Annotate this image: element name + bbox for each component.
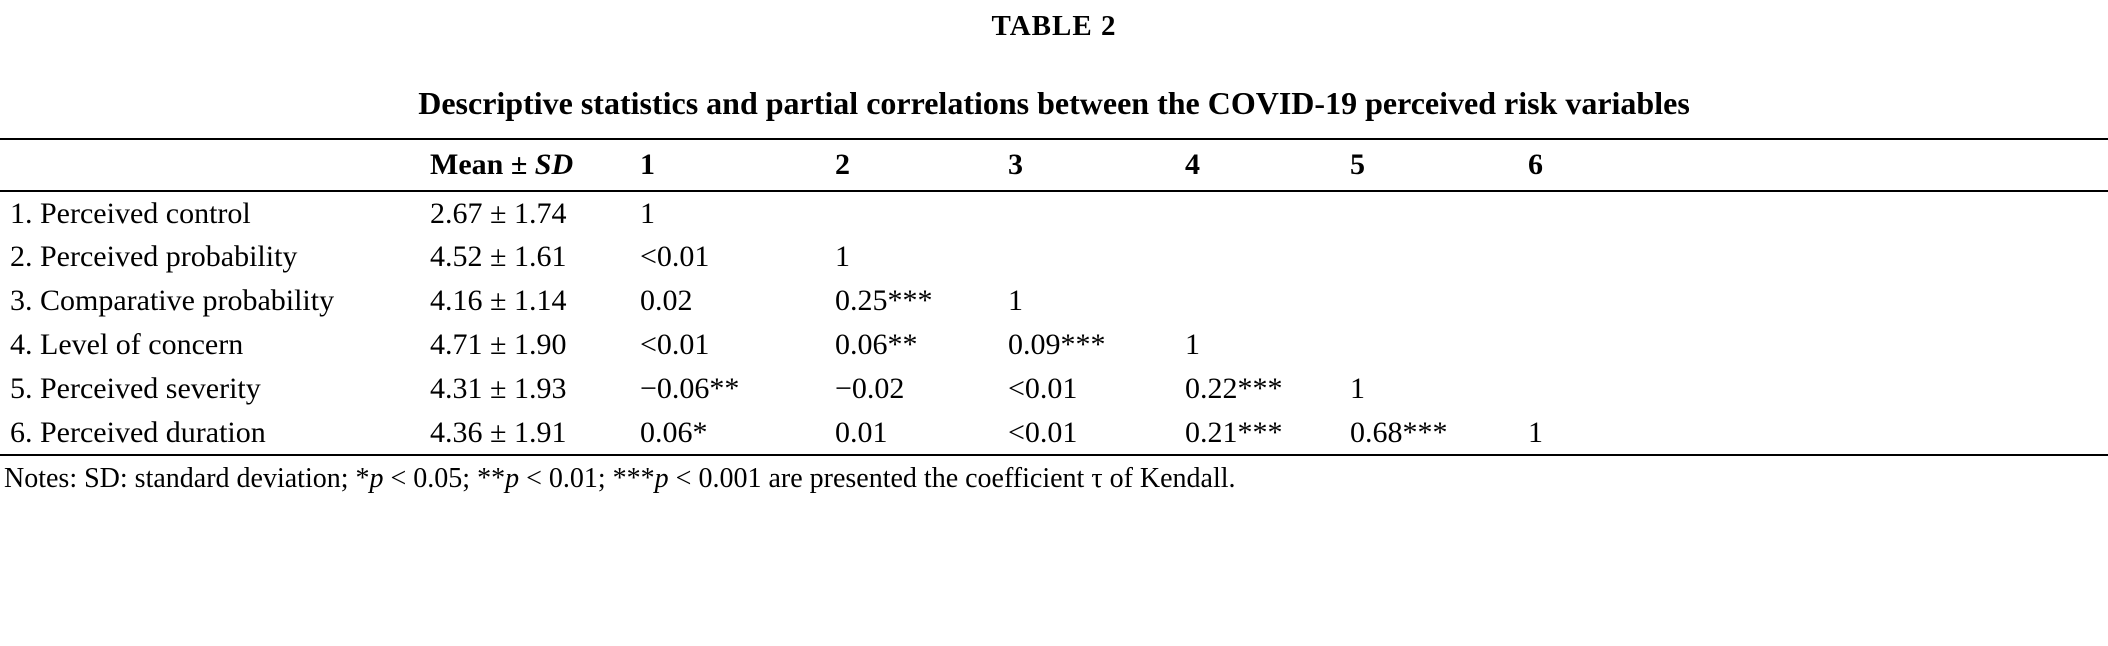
col-header-3: 3 bbox=[1008, 139, 1185, 192]
table-number-label: TABLE 2 bbox=[991, 10, 1117, 42]
col-header-5: 5 bbox=[1350, 139, 1528, 192]
cell-value: <0.01 bbox=[640, 328, 710, 361]
cell-value: −0.06** bbox=[640, 372, 740, 405]
cell-value: 0.21*** bbox=[1185, 415, 1283, 449]
notes-text: Notes: SD: standard deviation; * bbox=[4, 463, 370, 494]
cell-value: 0.06* bbox=[640, 415, 708, 449]
row-label: 6. Perceived duration bbox=[10, 415, 266, 449]
col-header-mean-sd: Mean ± SD bbox=[430, 139, 640, 192]
col-header-2: 2 bbox=[835, 139, 1008, 192]
correlations-table: Mean ± SD 1 2 3 4 5 6 1. Perceived contr… bbox=[0, 138, 2108, 456]
cell-mean-sd: 4.36 ± 1.91 bbox=[430, 415, 567, 449]
table-notes: Notes: SD: standard deviation; *p < 0.05… bbox=[0, 463, 2108, 495]
cell-value bbox=[1350, 323, 1528, 367]
row-label: 4. Level of concern bbox=[10, 328, 244, 361]
cell-mean-sd: 4.71 ± 1.90 bbox=[430, 328, 567, 361]
cell-value: <0.01 bbox=[1008, 372, 1078, 405]
cell-value bbox=[1008, 191, 1185, 235]
notes-text: < 0.001 are presented the coefficient τ … bbox=[668, 463, 1236, 494]
table-title: Descriptive statistics and partial corre… bbox=[418, 85, 1690, 121]
row-label: 3. Comparative probability bbox=[10, 284, 335, 317]
cell-value bbox=[1528, 235, 2108, 279]
notes-text: < 0.05; ** bbox=[383, 463, 506, 494]
notes-p-italic: p bbox=[369, 463, 384, 494]
cell-value bbox=[1528, 323, 2108, 367]
cell-value: <0.01 bbox=[640, 240, 710, 273]
cell-value: 0.22*** bbox=[1185, 372, 1283, 405]
cell-value bbox=[1008, 235, 1185, 279]
cell-value: 0.25*** bbox=[835, 284, 933, 317]
notes-text: < 0.01; *** bbox=[519, 463, 655, 494]
cell-value bbox=[1350, 235, 1528, 279]
cell-value: −0.02 bbox=[835, 372, 905, 405]
row-label: 1. Perceived control bbox=[10, 196, 251, 230]
cell-value: 1 bbox=[640, 196, 655, 230]
table-row: 3. Comparative probability 4.16 ± 1.14 0… bbox=[0, 279, 2108, 323]
cell-mean-sd: 4.16 ± 1.14 bbox=[430, 284, 567, 317]
cell-value bbox=[1528, 279, 2108, 323]
col-header-empty bbox=[0, 139, 430, 192]
notes-p-italic: p bbox=[505, 463, 520, 494]
cell-value bbox=[1350, 279, 1528, 323]
cell-value bbox=[1185, 235, 1350, 279]
cell-value bbox=[835, 191, 1008, 235]
col-header-1: 1 bbox=[640, 139, 835, 192]
cell-value bbox=[1185, 191, 1350, 235]
cell-value: 0.09*** bbox=[1008, 328, 1106, 361]
cell-value bbox=[1185, 279, 1350, 323]
cell-mean-sd: 4.52 ± 1.61 bbox=[430, 240, 567, 273]
row-label: 2. Perceived probability bbox=[10, 240, 298, 273]
col-header-4: 4 bbox=[1185, 139, 1350, 192]
cell-mean-sd: 4.31 ± 1.93 bbox=[430, 372, 567, 405]
cell-value: 1 bbox=[1185, 328, 1200, 361]
cell-value: 1 bbox=[1528, 415, 1543, 449]
cell-value bbox=[1350, 191, 1528, 235]
table-row: 6. Perceived duration 4.36 ± 1.91 0.06* … bbox=[0, 411, 2108, 455]
table-row: 1. Perceived control 2.67 ± 1.74 1 bbox=[0, 191, 2108, 235]
cell-value: <0.01 bbox=[1008, 415, 1078, 449]
cell-value: 1 bbox=[1350, 372, 1365, 405]
notes-p-italic: p bbox=[654, 463, 669, 494]
cell-value: 1 bbox=[1008, 284, 1023, 317]
table-row: 5. Perceived severity 4.31 ± 1.93 −0.06*… bbox=[0, 367, 2108, 411]
cell-value: 0.06** bbox=[835, 328, 918, 361]
header-row: Mean ± SD 1 2 3 4 5 6 bbox=[0, 139, 2108, 192]
cell-value bbox=[1528, 191, 2108, 235]
sd-label: SD bbox=[534, 148, 574, 181]
cell-value: 0.02 bbox=[640, 284, 693, 317]
cell-mean-sd: 2.67 ± 1.74 bbox=[430, 196, 567, 230]
row-label: 5. Perceived severity bbox=[10, 372, 261, 405]
cell-value: 0.68*** bbox=[1350, 415, 1448, 449]
cell-value: 0.01 bbox=[835, 415, 888, 449]
mean-label: Mean ± bbox=[430, 148, 535, 181]
table-row: 4. Level of concern 4.71 ± 1.90 <0.01 0.… bbox=[0, 323, 2108, 367]
cell-value bbox=[1528, 367, 2108, 411]
table-row: 2. Perceived probability 4.52 ± 1.61 <0.… bbox=[0, 235, 2108, 279]
cell-value: 1 bbox=[835, 240, 850, 273]
col-header-6: 6 bbox=[1528, 139, 2108, 192]
